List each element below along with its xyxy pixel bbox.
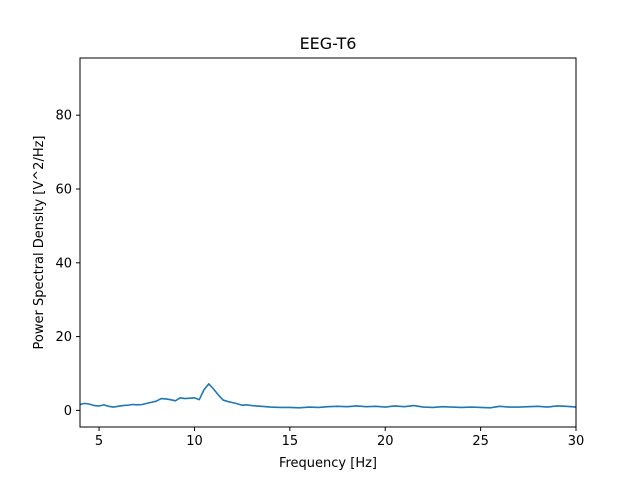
x-axis-label: Frequency [Hz] [279, 456, 377, 471]
y-tick-label: 80 [55, 109, 72, 124]
x-tick-label: 10 [186, 434, 203, 449]
x-tick-label: 5 [95, 434, 103, 449]
y-tick-label: 40 [55, 256, 72, 271]
y-axis-label: Power Spectral Density [V^2/Hz] [32, 136, 47, 350]
x-axis-ticks: 5 10 15 20 25 30 [95, 427, 584, 449]
plot-area [79, 57, 577, 428]
x-tick-label: 15 [282, 434, 299, 449]
x-tick-label: 25 [472, 434, 489, 449]
y-tick-label: 20 [55, 330, 72, 345]
x-tick-label: 20 [377, 434, 394, 449]
y-axis-ticks: 0 20 40 60 80 [55, 109, 80, 419]
chart-title: EEG-T6 [300, 34, 357, 53]
y-tick-label: 0 [64, 404, 72, 419]
axes-frame [79, 57, 577, 428]
y-tick-label: 60 [55, 182, 72, 197]
x-tick-label: 30 [568, 434, 585, 449]
psd-series-line [79, 383, 577, 409]
